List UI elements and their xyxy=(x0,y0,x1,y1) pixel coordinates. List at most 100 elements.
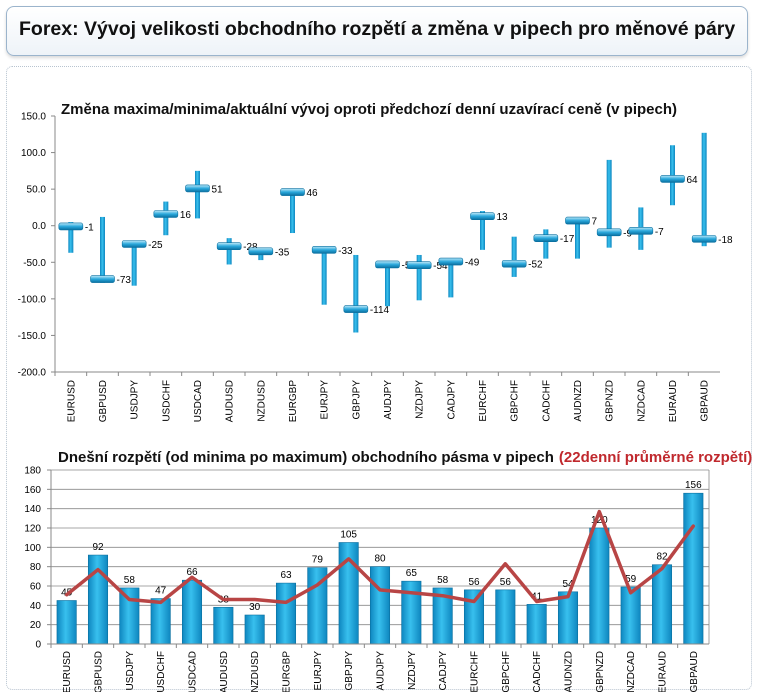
chart1-range-bar xyxy=(448,258,454,298)
chart1-current-marker xyxy=(565,216,590,225)
chart1-category-label: GBPCHF xyxy=(510,380,521,422)
chart2-data-label: 47 xyxy=(155,586,167,597)
chart2-category-label: EURGBP xyxy=(282,651,293,692)
chart1-category-label: AUDJPY xyxy=(383,380,394,420)
chart1-data-label: -1 xyxy=(85,222,94,233)
chart1-data-label: 64 xyxy=(687,175,699,186)
chart1-current-marker xyxy=(533,234,559,242)
chart1-range-bar xyxy=(163,201,169,236)
chart1-range-bar xyxy=(68,222,74,253)
content-frame xyxy=(6,66,752,690)
chart1-range-bar xyxy=(321,247,327,305)
chart2-bar xyxy=(275,582,297,645)
chart1-current-marker xyxy=(216,242,242,250)
chart2-category-label: CADCHF xyxy=(532,651,543,692)
chart1-category-label: USDJPY xyxy=(130,380,141,420)
chart2-category-label: EURJPY xyxy=(313,651,324,691)
chart2-category-label: EURCHF xyxy=(470,651,481,692)
chart1-current-marker xyxy=(660,175,685,183)
chart2-title: Dnešní rozpětí (od minima po maximum) ob… xyxy=(58,449,752,466)
chart1-range-bar xyxy=(480,211,485,250)
chart1-category-label: GBPUSD xyxy=(98,380,109,422)
chart2-average-line xyxy=(64,509,696,605)
chart2-ytick-label: 60 xyxy=(30,582,42,593)
chart1-current-marker xyxy=(406,261,432,270)
chart1-category-label: EURJPY xyxy=(320,380,331,420)
chart2-category-label: EURAUD xyxy=(658,651,669,692)
chart1-ytick-label: -150.0 xyxy=(18,331,47,342)
chart1-current-marker xyxy=(375,260,400,269)
chart2-ytick-label: 40 xyxy=(30,601,42,612)
chart2-data-label: 66 xyxy=(186,567,198,578)
chart2-category-label: USDJPY xyxy=(125,651,136,691)
chart2-bar xyxy=(683,492,704,645)
chart2-data-label: 156 xyxy=(685,480,702,491)
chart1-title: Změna maxima/minima/aktuální vývoj oprot… xyxy=(61,101,677,118)
chart2-category-label: GBPNZD xyxy=(595,651,606,692)
chart1-current-marker xyxy=(438,257,464,266)
chart2-data-label: 82 xyxy=(656,552,668,563)
chart1-data-label: 7 xyxy=(592,217,598,228)
chart2-ytick-label: 80 xyxy=(30,562,42,573)
chart-daily-range: Dnešní rozpětí (od minima po maximum) ob… xyxy=(24,449,752,692)
chart1-ytick-label: -200.0 xyxy=(18,368,47,379)
chart1-range-bar xyxy=(385,262,390,307)
chart1-category-label: CADJPY xyxy=(446,380,457,420)
chart2-category-label: USDCHF xyxy=(156,651,167,692)
chart2-ytick-label: 100 xyxy=(24,543,41,554)
chart1-plot-area: 150.0 100.0 50.0 0.0 -50.0 -100.0 -150.0 -200.0… xyxy=(18,112,733,423)
chart1-current-marker xyxy=(90,275,115,283)
chart1-category-label: EURCHF xyxy=(478,380,489,422)
chart1-background xyxy=(10,96,740,432)
chart2-category-label: CADJPY xyxy=(438,651,449,691)
chart2-bar xyxy=(557,591,579,645)
chart1-current-marker xyxy=(280,188,305,196)
chart1-current-marker xyxy=(470,212,495,221)
chart2-bar xyxy=(213,606,234,645)
chart1-category-label: GBPJPY xyxy=(351,380,362,420)
chart1-current-marker xyxy=(311,246,337,254)
chart2-ytick-label: 180 xyxy=(24,466,41,477)
chart1-category-label: EURAUD xyxy=(668,380,679,422)
page-title: Forex: Vývoj velikosti obchodního rozpět… xyxy=(19,18,736,40)
chart2-ytick-label: 20 xyxy=(30,620,42,631)
chart2-data-label: 63 xyxy=(280,570,292,581)
chart2-data-label: 41 xyxy=(531,591,543,602)
chart2-bar xyxy=(150,598,171,645)
chart2-bar xyxy=(119,587,140,645)
chart1-category-label: AUDUSD xyxy=(225,380,236,422)
chart2-data-label: 58 xyxy=(437,575,449,586)
chart2-category-label: EURUSD xyxy=(62,651,73,692)
chart2-ytick-label: 0 xyxy=(35,640,41,651)
chart1-current-marker xyxy=(691,235,717,243)
chart2-data-label: 56 xyxy=(500,577,512,588)
chart1-range-bar xyxy=(543,229,549,259)
chart1-data-label: 46 xyxy=(307,188,319,199)
chart1-category-label: NZDUSD xyxy=(256,380,267,422)
chart2-category-label: GBPCHF xyxy=(501,651,512,692)
chart1-current-marker xyxy=(501,259,527,268)
chart1-data-label: -52 xyxy=(528,260,543,271)
chart1-data-label: -114 xyxy=(370,305,390,316)
chart1-category-label: USDCAD xyxy=(193,380,204,422)
chart-price-change: Změna maxima/minima/aktuální vývoj oprot… xyxy=(10,96,740,432)
chart1-range-bar xyxy=(100,216,105,283)
chart1-range-bar xyxy=(353,254,359,333)
chart1-ytick-label: -100.0 xyxy=(18,294,47,305)
chart2-category-label: GBPJPY xyxy=(344,651,355,691)
chart1-current-marker xyxy=(121,240,147,248)
chart1-current-marker xyxy=(596,228,622,237)
chart2-category-label: GBPUSD xyxy=(94,651,105,692)
chart2-data-label: 56 xyxy=(468,577,480,588)
chart2-data-label: 79 xyxy=(312,555,324,566)
chart2-ytick-label: 120 xyxy=(24,524,41,535)
chart2-category-label: AUDJPY xyxy=(376,651,387,691)
banner: Forex: Vývoj velikosti obchodního rozpět… xyxy=(6,6,748,56)
chart1-data-label: -18 xyxy=(718,235,733,246)
chart1-category-label: USDCHF xyxy=(161,380,172,422)
chart1-ytick-label: -50.0 xyxy=(23,258,46,269)
chart1-category-label: AUDNZD xyxy=(573,380,584,422)
chart1-data-label: 13 xyxy=(497,212,509,223)
chart2-bar xyxy=(244,614,265,645)
